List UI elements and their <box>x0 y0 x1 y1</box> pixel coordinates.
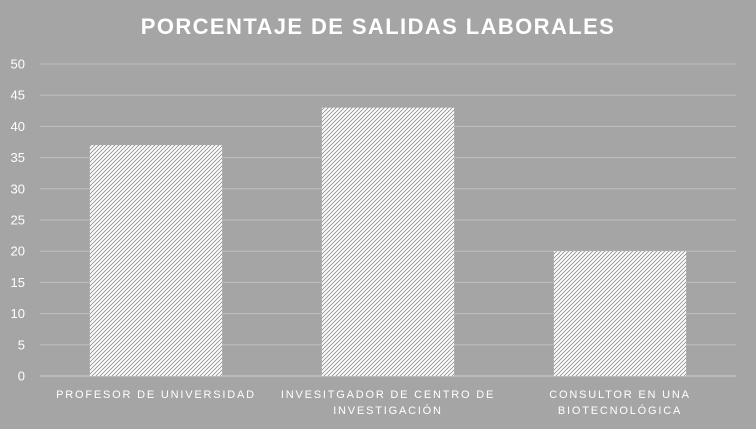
bar <box>89 145 223 376</box>
y-tick-label: 25 <box>11 213 25 228</box>
x-category-label: CONSULTOR EN UNA <box>549 389 690 401</box>
bar <box>321 107 455 377</box>
x-category-label: INVESTIGACIÓN <box>333 404 443 417</box>
x-category-label: PROFESOR DE UNIVERSIDAD <box>56 389 256 401</box>
x-axis-labels: PROFESOR DE UNIVERSIDAD INVESITGADOR DE C… <box>56 389 690 417</box>
y-tick-label: 10 <box>11 306 25 321</box>
y-tick-label: 15 <box>11 275 25 290</box>
y-tick-label: 30 <box>11 181 25 196</box>
y-tick-label: 0 <box>18 369 25 384</box>
y-tick-label: 35 <box>11 150 25 165</box>
y-tick-label: 20 <box>11 244 25 259</box>
bar <box>553 251 687 376</box>
x-category-label: BIOTECNOLÓGICA <box>558 404 682 417</box>
y-tick-label: 45 <box>11 88 25 103</box>
y-tick-label: 5 <box>18 337 25 352</box>
x-category-label: INVESITGADOR DE CENTRO DE <box>281 389 495 401</box>
y-tick-label: 50 <box>11 57 25 72</box>
y-axis-ticks: 0 5 10 15 20 25 30 35 40 45 50 <box>11 57 25 384</box>
bars <box>89 107 687 377</box>
y-tick-label: 40 <box>11 119 25 134</box>
chart-title: PORCENTAJE DE SALIDAS LABORALES <box>140 14 616 39</box>
